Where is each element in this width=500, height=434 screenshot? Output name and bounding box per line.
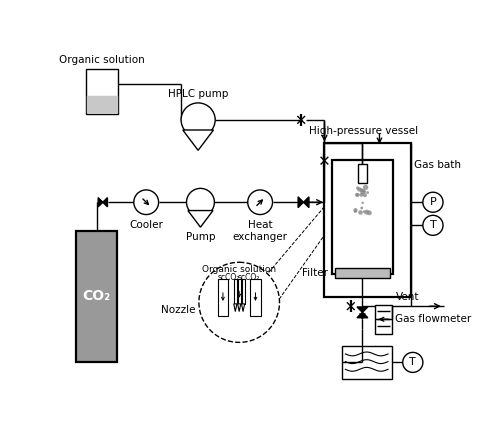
Bar xyxy=(238,279,241,304)
Bar xyxy=(342,346,392,378)
Bar xyxy=(242,279,244,304)
Circle shape xyxy=(423,192,443,212)
Bar xyxy=(86,96,118,113)
Bar xyxy=(332,160,392,274)
Circle shape xyxy=(356,193,360,197)
Text: Cooler: Cooler xyxy=(130,220,163,230)
Text: Nozzle: Nozzle xyxy=(162,305,196,315)
Text: Vent: Vent xyxy=(396,293,419,302)
Circle shape xyxy=(423,215,443,235)
Text: Heat
exchanger: Heat exchanger xyxy=(232,220,287,242)
Bar xyxy=(375,305,392,334)
Polygon shape xyxy=(188,210,213,227)
Bar xyxy=(358,164,367,183)
Circle shape xyxy=(181,103,215,137)
Circle shape xyxy=(360,207,363,210)
Circle shape xyxy=(363,190,366,193)
Text: Organic solution: Organic solution xyxy=(59,55,145,65)
Polygon shape xyxy=(238,304,241,312)
Text: High-pressure vessel: High-pressure vessel xyxy=(310,126,418,136)
Text: scCO₂: scCO₂ xyxy=(238,273,260,282)
Bar xyxy=(76,231,117,362)
Text: Gas flowmeter: Gas flowmeter xyxy=(395,314,471,324)
Bar xyxy=(324,143,411,297)
Circle shape xyxy=(248,190,272,214)
Circle shape xyxy=(362,190,366,192)
Text: Filter: Filter xyxy=(302,268,328,278)
Polygon shape xyxy=(103,197,108,207)
Text: Organic solution: Organic solution xyxy=(202,265,276,274)
Polygon shape xyxy=(98,197,103,207)
Text: T: T xyxy=(430,220,436,230)
Circle shape xyxy=(355,193,358,197)
Polygon shape xyxy=(234,304,237,312)
Circle shape xyxy=(363,193,367,197)
Circle shape xyxy=(367,210,372,215)
Bar xyxy=(250,279,261,316)
Polygon shape xyxy=(298,197,304,207)
Text: P: P xyxy=(430,197,436,207)
Polygon shape xyxy=(242,304,244,312)
Circle shape xyxy=(186,188,214,216)
Circle shape xyxy=(358,210,363,215)
Circle shape xyxy=(356,186,360,190)
Polygon shape xyxy=(357,312,368,318)
Polygon shape xyxy=(304,197,309,207)
Circle shape xyxy=(402,352,423,372)
Circle shape xyxy=(360,189,366,194)
Bar xyxy=(234,279,237,304)
Text: Pump: Pump xyxy=(186,232,215,242)
Circle shape xyxy=(362,210,365,213)
Circle shape xyxy=(354,210,357,213)
Text: scCO₂: scCO₂ xyxy=(218,273,240,282)
Circle shape xyxy=(366,191,369,194)
Bar xyxy=(336,268,390,279)
Text: T: T xyxy=(410,357,416,368)
Bar xyxy=(218,279,228,316)
Bar xyxy=(86,69,118,114)
Text: CO₂: CO₂ xyxy=(82,289,110,303)
Circle shape xyxy=(357,187,362,192)
Polygon shape xyxy=(183,130,214,150)
Circle shape xyxy=(364,210,369,215)
Circle shape xyxy=(354,208,358,212)
Circle shape xyxy=(360,188,364,192)
Polygon shape xyxy=(357,307,368,312)
Text: HPLC pump: HPLC pump xyxy=(168,89,228,99)
Text: Gas bath: Gas bath xyxy=(414,160,461,170)
Circle shape xyxy=(363,185,368,190)
Circle shape xyxy=(199,262,280,342)
Circle shape xyxy=(362,201,364,204)
Circle shape xyxy=(360,193,364,197)
Circle shape xyxy=(134,190,158,214)
